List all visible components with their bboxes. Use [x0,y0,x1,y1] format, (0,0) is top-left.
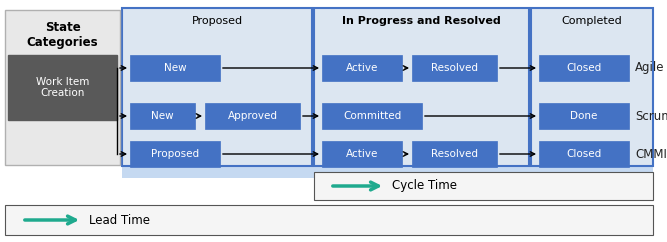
Text: New: New [151,111,174,121]
Text: Approved: Approved [227,111,277,121]
Bar [122,92,653,140]
Text: Closed: Closed [566,63,602,73]
Bar [412,141,497,167]
Bar [205,103,300,129]
Bar [8,55,117,120]
Text: Done: Done [570,111,598,121]
Bar [322,141,402,167]
Bar [314,172,653,200]
Bar [130,141,220,167]
Text: Resolved: Resolved [431,149,478,159]
Bar [539,55,629,81]
Text: In Progress and Resolved: In Progress and Resolved [342,16,501,26]
Text: Active: Active [346,149,378,159]
Bar [531,8,653,166]
Text: State
Categories: State Categories [27,21,98,49]
Bar [130,103,195,129]
Bar [5,10,120,165]
Text: Lead Time: Lead Time [89,213,150,227]
Text: Closed: Closed [566,149,602,159]
Bar [412,55,497,81]
Text: Proposed: Proposed [151,149,199,159]
Bar [130,55,220,81]
Bar [539,103,629,129]
Bar [5,205,653,235]
Bar [122,44,653,92]
Bar [322,55,402,81]
Bar [122,130,653,178]
Bar [539,141,629,167]
Text: Proposed: Proposed [191,16,243,26]
Text: Completed: Completed [562,16,622,26]
Text: Agile: Agile [635,61,664,75]
Text: Committed: Committed [343,111,401,121]
Bar [314,8,529,166]
Text: Cycle Time: Cycle Time [392,180,457,192]
Text: Resolved: Resolved [431,63,478,73]
Bar [122,8,312,166]
Text: Active: Active [346,63,378,73]
Text: CMMI: CMMI [635,148,667,160]
Text: New: New [163,63,186,73]
Bar [322,103,422,129]
Text: Work Item
Creation: Work Item Creation [36,77,89,98]
Text: Scrum: Scrum [635,109,667,122]
